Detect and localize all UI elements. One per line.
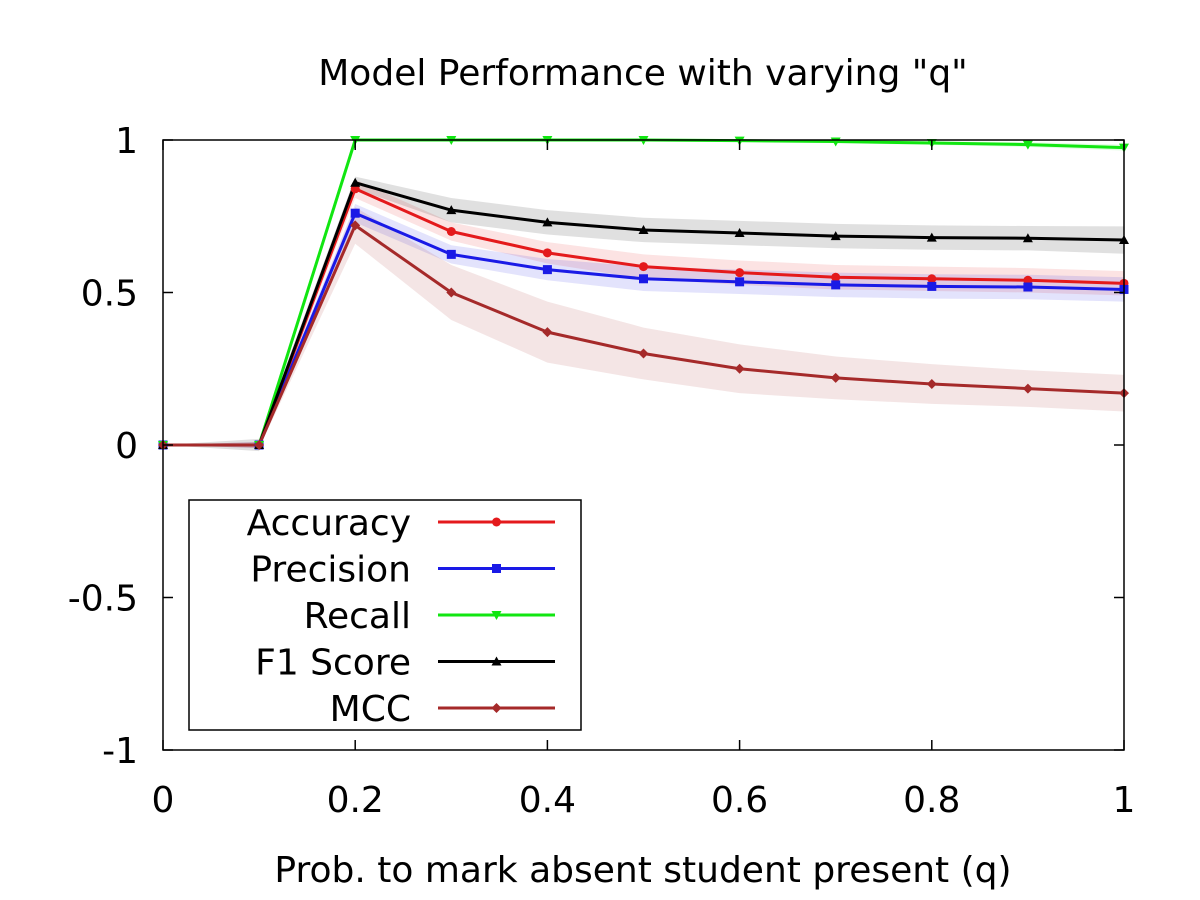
point-mcc (926, 379, 937, 389)
point-f1-score (446, 205, 457, 215)
point-accuracy (735, 268, 745, 278)
legend-marker-mcc (491, 703, 502, 713)
point-f1-score (542, 217, 553, 227)
point-f1-score (638, 224, 649, 234)
y-tick-label: -0.5 (68, 579, 138, 620)
point-precision (927, 281, 937, 291)
point-f1-score (734, 228, 745, 238)
x-axis-title: Prob. to mark absent student present (q) (274, 850, 1011, 891)
y-tick-label: 1 (115, 121, 138, 162)
x-tick-label: 1 (1113, 780, 1136, 821)
point-precision (542, 265, 552, 275)
point-accuracy (927, 274, 937, 284)
point-mcc (1022, 383, 1033, 394)
x-tick-label: 0.8 (903, 780, 960, 821)
point-f1-score (830, 231, 841, 241)
legend-label-precision: Precision (250, 550, 411, 591)
point-precision (639, 274, 648, 284)
point-mcc (350, 220, 361, 231)
confidence-bands (163, 139, 1124, 452)
point-precision (735, 277, 745, 287)
legend-label-accuracy: Accuracy (247, 503, 411, 544)
point-mcc (638, 348, 649, 359)
point-f1-score (350, 177, 361, 187)
x-tick-label: 0.2 (327, 780, 384, 821)
point-accuracy (831, 272, 841, 282)
point-mcc (734, 363, 745, 374)
point-mcc (446, 287, 457, 298)
point-f1-score (926, 232, 937, 242)
point-recall (1022, 140, 1033, 150)
x-tick-label: 0 (152, 780, 175, 821)
legend-marker-accuracy (492, 517, 501, 527)
legend: Accuracy Precision Recall F1 Score MCC (188, 499, 582, 731)
point-mcc (254, 440, 265, 450)
point-mcc (830, 372, 841, 383)
point-f1-score (1022, 233, 1033, 243)
point-precision (350, 208, 360, 218)
legend-marker-f1-score (491, 656, 502, 666)
point-precision (1023, 282, 1033, 292)
legend-label-recall: Recall (304, 596, 411, 637)
point-precision (831, 280, 841, 290)
chart-title: Model Performance with varying "q" (318, 53, 967, 94)
legend-marker-precision (492, 564, 501, 573)
point-accuracy (542, 248, 552, 258)
y-tick-label: -1 (102, 731, 138, 772)
point-mcc (542, 327, 553, 338)
point-accuracy (639, 262, 648, 272)
plot-frame (162, 139, 1125, 751)
point-precision (446, 249, 456, 259)
legend-label-mcc: MCC (330, 689, 411, 730)
y-tick-label: 0.5 (81, 274, 138, 315)
point-accuracy (446, 227, 456, 236)
x-tick-label: 0.4 (519, 780, 576, 821)
x-tick-label: 0.6 (711, 780, 768, 821)
x-tick-labels: 0 0.2 0.4 0.6 0.8 1 (152, 780, 1136, 821)
y-tick-labels: -1 -0.5 0 0.5 1 (68, 121, 138, 772)
legend-label-f1-score: F1 Score (255, 643, 411, 684)
band-f1-score (163, 176, 1124, 452)
band-mcc (163, 207, 1124, 449)
series-markers (158, 136, 1129, 450)
y-tick-label: 0 (115, 426, 138, 467)
legend-marker-recall (491, 611, 502, 620)
